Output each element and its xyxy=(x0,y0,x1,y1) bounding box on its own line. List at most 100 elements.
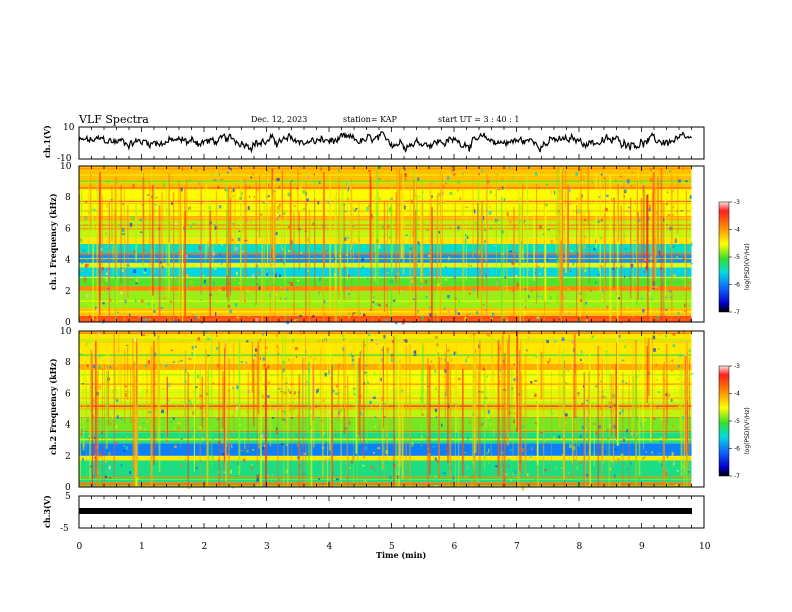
spectrogram-speckle xyxy=(564,402,567,404)
spectrogram-speckle xyxy=(665,309,668,311)
spectrogram-speckle xyxy=(256,484,259,487)
spectrogram-speckle xyxy=(222,436,224,438)
spectrogram-speckle xyxy=(503,223,505,227)
spectrogram-speckle xyxy=(630,263,634,268)
spectrogram-sferic-streak xyxy=(490,333,492,458)
spectrogram-speckle xyxy=(467,263,470,267)
spectrogram-speckle xyxy=(463,452,467,454)
spectrogram-speckle xyxy=(482,368,486,371)
spectrogram-speckle xyxy=(545,203,548,207)
spectrogram-speckle xyxy=(410,279,414,283)
spectrogram-speckle xyxy=(348,293,351,295)
spectrogram-speckle xyxy=(415,483,417,487)
spectrogram-speckle xyxy=(272,300,275,303)
spectrogram-speckle xyxy=(281,443,284,445)
ch1-spectrogram-ticks xyxy=(78,166,705,322)
colorbar-tick-label: -6 xyxy=(734,446,740,453)
spectrogram-sferic-streak xyxy=(422,343,424,404)
spectrogram-sferic-streak xyxy=(433,209,435,322)
spectrogram-sferic-streak xyxy=(112,188,114,280)
time-tick-label: 10 xyxy=(699,542,711,552)
spectrogram-speckle xyxy=(381,348,384,352)
spectrogram-sferic-streak xyxy=(180,191,181,316)
spectrogram-sferic-streak xyxy=(273,205,276,322)
spectrogram-sferic-streak xyxy=(524,353,527,474)
spectrogram-speckle xyxy=(192,222,195,226)
spectrogram-sferic-streak xyxy=(88,171,90,255)
spectrogram-speckle xyxy=(96,247,99,251)
spectrogram-speckle xyxy=(623,234,626,237)
spectrogram-speckle xyxy=(393,439,396,441)
spectrogram-sferic-streak xyxy=(628,375,630,487)
spectrogram-speckle xyxy=(300,225,303,228)
spectrogram-speckle xyxy=(256,264,259,268)
spectrogram-sferic-streak xyxy=(146,354,148,424)
spectrogram-speckle xyxy=(237,237,241,242)
spectrogram-speckle xyxy=(444,420,447,424)
spectrogram-sferic-streak xyxy=(613,200,614,262)
spectrogram-speckle xyxy=(99,453,102,457)
spectrogram-speckle xyxy=(488,296,491,299)
ch1-ytick-bottom: -10 xyxy=(57,154,72,164)
spectrogram-speckle xyxy=(447,343,449,348)
spectrogram-speckle xyxy=(620,453,624,458)
spectrogram-sferic-streak xyxy=(518,183,520,269)
spectrogram-sferic-streak xyxy=(118,332,120,387)
spectrogram-speckle xyxy=(291,417,294,419)
spectrogram-speckle xyxy=(115,424,118,429)
spectrogram-speckle xyxy=(666,468,668,472)
spectrogram-speckle xyxy=(682,340,686,344)
spectrogram-sferic-streak xyxy=(308,209,310,322)
spectrogram-sferic-streak xyxy=(120,184,122,284)
spectrogram-speckle xyxy=(308,354,312,358)
spectrogram-speckle xyxy=(400,289,402,291)
spectrogram-speckle xyxy=(546,340,549,344)
spectrogram-speckle xyxy=(274,407,277,412)
spectrogram-speckle xyxy=(79,353,83,355)
spectrogram-speckle xyxy=(549,295,552,300)
spectrogram-speckle xyxy=(239,166,241,169)
spectrogram-speckle xyxy=(352,456,355,460)
spectrogram-speckle xyxy=(611,398,614,401)
spectrogram-sferic-streak xyxy=(157,334,159,442)
spectrogram-speckle xyxy=(624,276,626,278)
spectrogram-speckle xyxy=(642,456,646,459)
spectrogram-speckle xyxy=(412,234,414,237)
spectrogram-speckle xyxy=(466,235,469,239)
spectrogram-speckle xyxy=(104,475,107,479)
spectrogram-speckle xyxy=(389,476,392,479)
spectrogram-sferic-streak xyxy=(223,377,225,487)
spectrogram-sferic-streak xyxy=(227,187,230,302)
spectrogram-speckle xyxy=(244,445,246,450)
spectrogram-speckle xyxy=(441,242,445,245)
spectrogram-speckle xyxy=(84,216,87,220)
spectrogram-sferic-streak xyxy=(379,359,381,420)
spectrogram-speckle xyxy=(627,210,630,213)
spectrogram-speckle xyxy=(492,312,495,317)
spectrogram-speckle xyxy=(554,429,556,432)
spectrogram-speckle xyxy=(195,386,198,389)
spectrogram-speckle xyxy=(177,425,180,430)
spectrogram-speckle xyxy=(271,417,275,419)
spectrogram-speckle xyxy=(615,179,617,183)
spectrogram-sferic-streak xyxy=(493,354,495,437)
spectrogram-sferic-streak xyxy=(331,364,333,487)
spectrogram-sferic-streak xyxy=(584,344,586,487)
spectrogram-sferic-streak xyxy=(520,372,522,475)
spectrogram-speckle xyxy=(377,447,381,450)
spectrogram-sferic-streak xyxy=(102,368,103,487)
spectrogram-speckle xyxy=(675,238,677,240)
ch1-waveform-ticks xyxy=(78,127,705,159)
spectrogram-sferic-streak xyxy=(686,352,688,453)
spectrogram-speckle xyxy=(564,413,568,417)
spectrogram-speckle xyxy=(657,177,659,180)
spectrogram-sferic-streak xyxy=(187,372,189,487)
spectrogram-speckle xyxy=(571,340,574,344)
spectrogram-speckle xyxy=(580,350,583,354)
spectrogram-speckle xyxy=(222,452,225,456)
spectrogram-speckle xyxy=(324,411,327,414)
spectrogram-sferic-streak xyxy=(536,352,539,466)
spectrogram-speckle xyxy=(374,468,376,472)
spectrogram-speckle xyxy=(600,218,603,222)
spectrogram-sferic-streak xyxy=(521,183,524,250)
